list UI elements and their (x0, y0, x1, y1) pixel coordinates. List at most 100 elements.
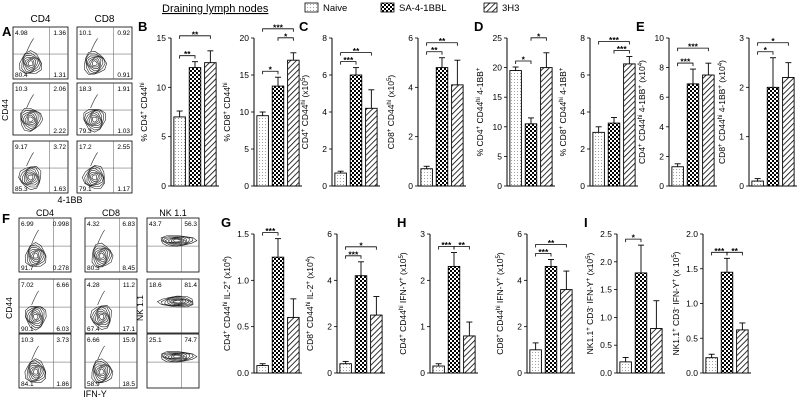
y-axis-label: CD4+ CD44hi IFN-Y+ (x105) (398, 252, 408, 355)
contour-line (97, 250, 106, 260)
bar (509, 70, 522, 187)
quadrant-value: 1.31 (53, 72, 66, 79)
column-header: CD4 (36, 208, 54, 218)
contour-line (88, 57, 100, 69)
y-tick-label: 2 (420, 275, 425, 285)
bar-chart-i1: 0.0 0.5 1.0 1.5 2.0 2.5 NK1.1+ CD3- IFN-Y+ (x1… (584, 215, 665, 378)
significance-bracket (277, 37, 294, 41)
contour-line (90, 173, 99, 183)
significance-bracket (530, 37, 547, 41)
bar (766, 86, 780, 187)
bar (607, 122, 621, 187)
flow-plot-frame (18, 333, 72, 389)
contour-line (170, 238, 185, 243)
contour-line (29, 250, 41, 263)
quadrant-value: 80.3 (87, 265, 100, 272)
contour-line (94, 364, 109, 381)
quadrant-value: 2.22 (53, 128, 66, 135)
significance-label: ** (353, 46, 360, 56)
significance-bracket (757, 42, 789, 46)
contour-line (91, 358, 114, 384)
y-tick-label: 10 (493, 122, 503, 132)
quadrant-value: 84.1 (21, 381, 34, 388)
quadrant-value: 6.83 (122, 221, 135, 228)
quadrant-value: 6.66 (56, 282, 69, 289)
quadrant-value: 9.17 (15, 144, 28, 151)
contour-line (170, 354, 185, 359)
quadrant-value: 1.91 (117, 86, 130, 93)
y-tick-label: 0 (161, 181, 166, 191)
significance-label: *** (265, 226, 276, 236)
bar (271, 256, 285, 374)
contour-line (22, 111, 37, 127)
significance-label: ** (731, 246, 738, 256)
contour-line (26, 94, 34, 109)
contour-line (28, 116, 34, 123)
contour-line (20, 108, 44, 132)
quadrant-value: 3.73 (56, 337, 69, 344)
contour-line (30, 310, 42, 323)
contour-line (160, 296, 193, 307)
significance-label: *** (343, 55, 354, 65)
quadrant-value: 25.1 (149, 337, 162, 344)
panel-letter: H (397, 215, 406, 230)
bar (560, 289, 573, 374)
contour-line (26, 307, 43, 326)
significance-bracket (625, 238, 642, 243)
quadrant-value: 17.2 (79, 144, 92, 151)
bar-chart-g2: 0 2 4 6 CD8+ CD44hi IL-2+ (x104) **** (305, 229, 385, 378)
contour-line (91, 305, 111, 328)
bar (271, 85, 285, 187)
contour-line (31, 345, 39, 361)
contour-line (25, 171, 37, 184)
contour-line (24, 242, 47, 267)
significance-label: * (359, 240, 363, 250)
quadrant-value: 8.45 (122, 265, 135, 272)
bar (592, 131, 605, 187)
y-tick-label: 10 (655, 33, 665, 43)
bar (287, 59, 300, 187)
contour-line (162, 236, 190, 246)
bar (751, 180, 764, 187)
y-axis-label: CD4+ CD44hi 4-1BB+ (x104) (637, 60, 647, 164)
bar-chart-c1: 0 2 4 6 8 CD4+ CD44hi (x105) C ***** (299, 19, 380, 191)
significance-bracket (179, 55, 196, 59)
bar (339, 363, 352, 374)
quadrant-value: 1.86 (56, 381, 69, 388)
bar (256, 365, 269, 374)
contour-line (23, 169, 39, 185)
flow-plot-frame (146, 278, 200, 334)
legend-label-3h3: 3H3 (502, 3, 519, 14)
significance-label: * (537, 31, 541, 41)
contour-line (172, 300, 181, 304)
flow-panel-a: A CD4 CD8 4.98 1.36 80.4 1.31 10.1 0.92 0.91 10.3 2… (0, 14, 133, 205)
y-tick-label: 2 (739, 82, 744, 92)
y-tick-label: 6 (327, 229, 332, 239)
quadrant-value: 1.03 (117, 128, 130, 135)
y-axis-label: % CD8+ CD44hi 4-1BB+ (558, 67, 568, 156)
contour-line (86, 55, 104, 74)
significance-bracket (426, 42, 458, 46)
flow-plot-frame (146, 333, 200, 389)
bar (524, 123, 538, 187)
y-tick-label: 1 (420, 322, 425, 332)
contour-line (19, 50, 42, 74)
contour-line (91, 174, 97, 181)
contour-line (21, 111, 39, 129)
column-header: CD8 (94, 14, 114, 25)
significance-label: ** (192, 29, 199, 39)
quadrant-value: 11.2 (123, 282, 136, 289)
y-tick-label: 25 (493, 33, 503, 43)
bar-chart-b1: 0 5 10 15 % CD4+ CD44hi B **** (138, 19, 219, 191)
bar-chart-d2: 0 2 4 6 8 % CD8+ CD44hi 4-1BB+ ****** (558, 33, 638, 191)
bar (256, 115, 269, 187)
contour-line (25, 58, 35, 68)
y-tick-label: 0 (244, 181, 249, 191)
y-tick-label: 0.0 (686, 368, 698, 378)
flow-plot-frame (84, 217, 138, 273)
bar-chart-h2: 0 2 4 6 CD8+ CD44hi IFN-Y+ (x105) ***** (495, 229, 575, 378)
quadrant-value: 43.7 (149, 221, 162, 228)
y-tick-label: 6 (322, 70, 327, 80)
significance-bracket (345, 246, 377, 250)
